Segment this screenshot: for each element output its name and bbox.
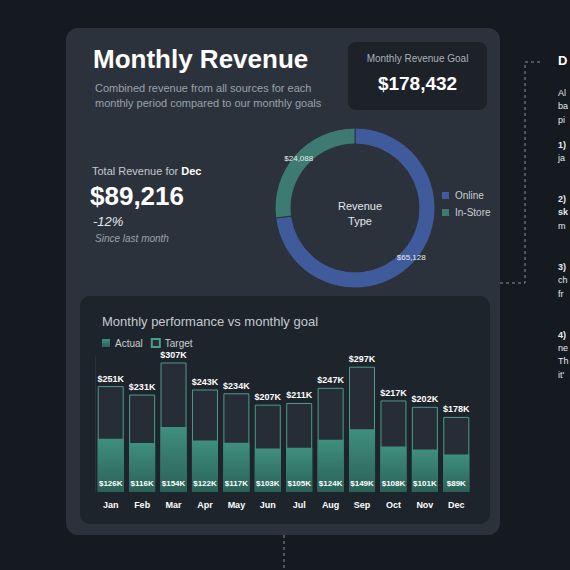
svg-text:$202K: $202K (412, 394, 439, 404)
svg-text:$231K: $231K (129, 382, 156, 392)
html-text:Al: Al (558, 88, 566, 98)
html-text:D: D (558, 53, 568, 68)
svg-text:Target: Target (165, 338, 193, 349)
html-text:pi: pi (558, 115, 565, 125)
svg-text:$101K: $101K (413, 479, 437, 488)
svg-text:Revenue: Revenue (338, 200, 382, 212)
svg-text:Online: Online (455, 190, 484, 201)
svg-text:$149K: $149K (350, 479, 374, 488)
svg-text:$122K: $122K (193, 479, 217, 488)
svg-text:Jul: Jul (293, 500, 306, 510)
svg-text:In-Store: In-Store (455, 207, 491, 218)
svg-text:Apr: Apr (197, 500, 213, 510)
html-text:1): 1) (558, 140, 566, 150)
html-text:Combined revenue from all sour: Combined revenue from all sources for ea… (95, 82, 312, 94)
svg-text:Jan: Jan (103, 500, 119, 510)
svg-text:$116K: $116K (131, 479, 154, 488)
html-text:2): 2) (558, 194, 566, 204)
html-text:Th: Th (558, 356, 569, 366)
svg-text:$234K: $234K (223, 381, 250, 391)
svg-text:$307K: $307K (160, 350, 187, 360)
svg-text:$65,128: $65,128 (397, 253, 426, 262)
html-text:ne: ne (558, 343, 568, 353)
svg-text:$108K: $108K (382, 479, 406, 488)
html-text:monthly period compared to our: monthly period compared to our monthly g… (95, 97, 322, 109)
svg-text:Sep: Sep (354, 500, 371, 510)
html-text:3): 3) (558, 262, 566, 272)
svg-text:$178K: $178K (443, 404, 470, 414)
svg-text:Oct: Oct (386, 500, 401, 510)
svg-text:Feb: Feb (134, 500, 151, 510)
svg-text:$89K: $89K (447, 479, 466, 488)
svg-text:$207K: $207K (255, 392, 282, 402)
svg-text:Nov: Nov (416, 500, 433, 510)
html-text:$89,216: $89,216 (90, 181, 184, 211)
html-text:it': it' (558, 370, 565, 380)
html-text:$178,432: $178,432 (377, 73, 458, 94)
svg-text:May: May (228, 500, 246, 510)
svg-text:$117K: $117K (225, 479, 248, 488)
html-text:sk: sk (558, 207, 568, 217)
svg-text:Actual: Actual (115, 338, 143, 349)
svg-text:Aug: Aug (322, 500, 340, 510)
svg-text:Mar: Mar (166, 500, 183, 510)
svg-text:$217K: $217K (380, 388, 407, 398)
svg-text:$124K: $124K (319, 479, 343, 488)
html-text:m: m (558, 221, 566, 231)
svg-text:Dec: Dec (448, 500, 465, 510)
svg-text:$105K: $105K (287, 479, 311, 488)
svg-text:$24,088: $24,088 (284, 154, 313, 163)
svg-text:$154K: $154K (162, 479, 186, 488)
svg-text:$126K: $126K (99, 479, 123, 488)
html-text:Monthly Revenue Goal: Monthly Revenue Goal (366, 53, 469, 64)
html-text:fr: fr (558, 289, 564, 299)
html-text:ch: ch (558, 275, 568, 285)
svg-text:Jun: Jun (260, 500, 276, 510)
svg-text:$297K: $297K (349, 354, 376, 364)
html-text:-12%: -12% (93, 214, 124, 229)
html-text:4): 4) (558, 330, 566, 340)
svg-text:$243K: $243K (192, 377, 219, 387)
svg-text:Monthly performance vs monthly: Monthly performance vs monthly goal (102, 314, 318, 329)
svg-text:$247K: $247K (317, 375, 344, 385)
svg-text:$103K: $103K (256, 479, 280, 488)
svg-text:$211K: $211K (286, 390, 313, 400)
html-text:Monthly Revenue: Monthly Revenue (93, 44, 309, 74)
html-text:ba: ba (558, 101, 568, 111)
svg-text:Type: Type (348, 215, 372, 227)
html-text:Since last month: Since last month (95, 233, 169, 244)
html-text:ja: ja (558, 153, 565, 163)
html-text:Total Revenue for Dec: Total Revenue for Dec (92, 165, 202, 177)
svg-text:$251K: $251K (97, 374, 124, 384)
